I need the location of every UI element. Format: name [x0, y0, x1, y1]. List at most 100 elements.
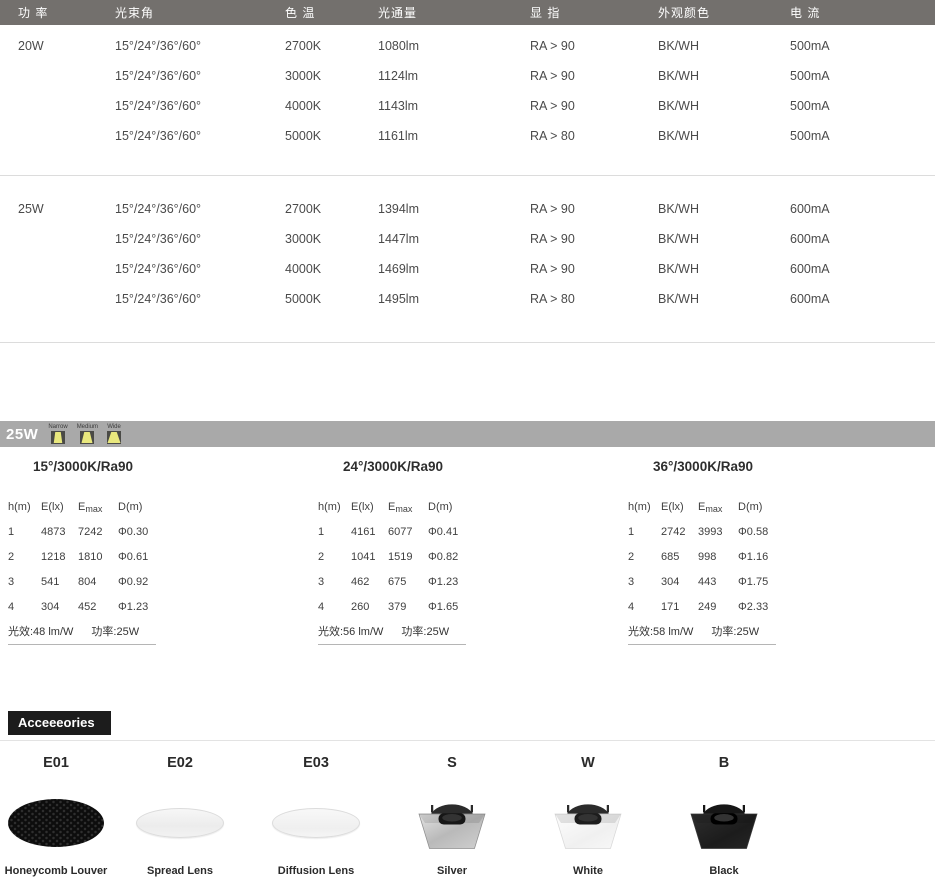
efficacy-label: 光效:58 lm/W — [628, 626, 694, 638]
spec-header-cell: 光束角 — [115, 6, 155, 20]
spec-header-cell: 外观颜色 — [658, 6, 711, 20]
beam-angle-cell: 15°/24°/36°/60° — [115, 292, 202, 306]
photometric-data-row: 2 1218 1810 Φ0.61 — [8, 544, 158, 569]
flux-cell: 1495lm — [378, 292, 419, 306]
photometric-data-cell: 2 — [628, 550, 635, 563]
beam-angle-cell: 15°/24°/36°/60° — [115, 129, 202, 143]
accessories-divider — [0, 740, 935, 741]
photometric-data-cell: 4161 — [351, 525, 376, 538]
power-label: 功率:25W — [401, 626, 450, 638]
accessory-code: E03 — [303, 755, 329, 771]
photometric-data-row: 1 4873 7242 Φ0.30 — [8, 519, 158, 544]
photometric-data-cell: 804 — [78, 575, 97, 588]
beam-label: Narrow — [48, 424, 68, 430]
beam-item-medium: Medium — [77, 424, 98, 444]
accessory-code: W — [581, 755, 595, 771]
photometric-data-cell: Φ0.61 — [118, 550, 149, 563]
photometric-data-cell: 3 — [8, 575, 15, 588]
photometric-data-cell: 1519 — [388, 550, 413, 563]
current-cell: 600mA — [790, 232, 830, 246]
photometric-header-cell: h(m) — [8, 500, 31, 513]
honeycomb-louver-image — [8, 799, 104, 847]
photometric-header-cell: Emax — [78, 500, 103, 514]
current-cell: 600mA — [790, 292, 830, 306]
accessory-item-e03: E03 Diffusion Lens — [248, 755, 384, 877]
accessory-caption: Spread Lens — [146, 865, 214, 877]
spec-group-20W: 20W 15°/24°/36°/60° 2700K 1080lm RA > 90 BK/W… — [0, 31, 935, 151]
current-cell: 600mA — [790, 262, 830, 276]
spec-row: 15°/24°/36°/60° 3000K 1447lm RA > 90 BK/WH 60… — [0, 224, 935, 254]
flux-cell: 1124lm — [378, 69, 419, 83]
photometric-footer: 光效:56 lm/W 功率:25W — [318, 619, 466, 645]
cct-cell: 3000K — [285, 232, 322, 246]
photometric-header-row: h(m) E(lx) Emax D(m) — [628, 494, 778, 519]
cct-cell: 4000K — [285, 262, 322, 276]
current-cell: 500mA — [790, 129, 830, 143]
beam-icons: Narrow Medium Wide — [48, 424, 130, 444]
photometric-table-inner: 36°/3000K/Ra90 h(m) E(lx) Emax D(m) 1 2742 3993… — [628, 459, 778, 645]
spec-row: 15°/24°/36°/60° 4000K 1469lm RA > 90 BK/WH 60… — [0, 254, 935, 284]
accessory-code: B — [718, 755, 730, 771]
photometric-data-cell: 462 — [351, 575, 370, 588]
photometric-data-cell: 4 — [8, 600, 15, 613]
photometric-data-cell: 2 — [8, 550, 15, 563]
photometric-header-cell: D(m) — [118, 500, 143, 513]
photometric-data-cell: 304 — [41, 600, 60, 613]
spec-header-cell: 色 温 — [285, 6, 316, 20]
cri-cell: RA > 90 — [530, 99, 575, 113]
photometric-header-cell: E(lx) — [41, 500, 64, 513]
accessory-image-wrap — [272, 787, 360, 859]
accessories-title-badge: Acceeeories — [8, 711, 111, 735]
photometric-data-cell: 4 — [628, 600, 635, 613]
photometric-data-cell: 3 — [318, 575, 325, 588]
power-label: 功率:25W — [711, 626, 760, 638]
photometric-data-cell: 1 — [318, 525, 325, 538]
photometric-data-cell: 7242 — [78, 525, 103, 538]
efficacy-label: 光效:48 lm/W — [8, 626, 74, 638]
photometric-table-2: 24°/3000K/Ra90 h(m) E(lx) Emax D(m) 1 4161 6077… — [310, 459, 615, 645]
photometric-data-row: 3 462 675 Φ1.23 — [318, 569, 468, 594]
photometric-footer: 光效:58 lm/W 功率:25W — [628, 619, 776, 645]
efficacy-label: 光效:56 lm/W — [318, 626, 384, 638]
accessory-caption: Diffusion Lens — [277, 865, 355, 877]
power-cell: 20W — [18, 39, 44, 53]
photometric-header-cell: h(m) — [628, 500, 651, 513]
photometric-table-1: 15°/3000K/Ra90 h(m) E(lx) Emax D(m) 1 4873 7242… — [0, 459, 305, 645]
photometric-data-cell: 541 — [41, 575, 60, 588]
beam-medium-icon — [80, 431, 95, 444]
beam-angle-cell: 15°/24°/36°/60° — [115, 99, 202, 113]
beam-label: Medium — [76, 424, 99, 430]
photometric-data-cell: 1810 — [78, 550, 103, 563]
photometric-header-cell: E(lx) — [661, 500, 684, 513]
accessory-code: E02 — [167, 755, 193, 771]
power-cell: 25W — [18, 202, 44, 216]
photometric-data-cell: 249 — [698, 600, 717, 613]
beam-narrow-icon — [51, 431, 66, 444]
photometric-data-cell: Φ0.58 — [738, 525, 769, 538]
beam-angle-cell: 15°/24°/36°/60° — [115, 202, 202, 216]
photometric-data-cell: Φ1.23 — [428, 575, 459, 588]
accessories-section: Acceeeories E01 Honeycomb Louver E02 Spread… — [0, 711, 935, 877]
accessory-caption: White — [573, 865, 603, 877]
photometric-section: 15°/3000K/Ra90 h(m) E(lx) Emax D(m) 1 4873 7242… — [0, 459, 935, 645]
photometric-table-3: 36°/3000K/Ra90 h(m) E(lx) Emax D(m) 1 2742 3993… — [620, 459, 925, 645]
beam-item-wide: Wide — [107, 424, 122, 444]
accessory-caption: Silver — [437, 865, 467, 877]
cri-cell: RA > 90 — [530, 202, 575, 216]
spec-header-cell: 功 率 — [18, 6, 49, 20]
trim-silver-image — [418, 804, 486, 849]
photometric-table-inner: 15°/3000K/Ra90 h(m) E(lx) Emax D(m) 1 4873 7242… — [8, 459, 158, 645]
spec-header-cell: 电 流 — [790, 6, 821, 20]
photometric-data-row: 2 685 998 Φ1.16 — [628, 544, 778, 569]
accessory-item-e02: E02 Spread Lens — [112, 755, 248, 877]
spec-table-header: 功 率 光束角 色 温 光通量 显 指 外观颜色 电 流 — [0, 0, 935, 25]
cri-cell: RA > 80 — [530, 292, 575, 306]
cct-cell: 3000K — [285, 69, 322, 83]
photometric-data-cell: 675 — [388, 575, 407, 588]
band-power-label: 25W — [6, 425, 39, 443]
photometric-data-cell: Φ2.33 — [738, 600, 769, 613]
cri-cell: RA > 90 — [530, 39, 575, 53]
accessory-code: E01 — [43, 755, 69, 771]
beam-label: Wide — [107, 424, 121, 430]
trim-white-image — [554, 804, 622, 849]
